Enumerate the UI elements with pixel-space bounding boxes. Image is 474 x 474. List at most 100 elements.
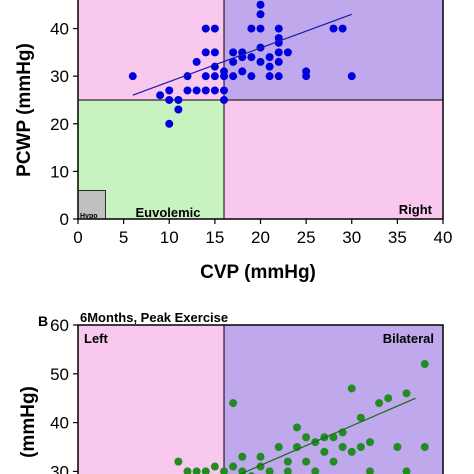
panel-b-point <box>393 443 402 451</box>
panel-a-x-tick-label: 10 <box>160 228 179 247</box>
panel-a-point <box>156 91 165 100</box>
panel-a-point <box>265 62 274 71</box>
panel-b-point <box>347 384 356 393</box>
panel-b-y-tick-label: 60 <box>50 316 69 335</box>
panel-a-region-label: Right <box>399 202 433 217</box>
panel-a-point <box>229 48 238 57</box>
panel-b-point <box>420 443 429 451</box>
panel-b-region-0 <box>78 325 224 474</box>
panel-a-x-tick-label: 0 <box>73 228 82 247</box>
panel-a-point <box>201 86 210 95</box>
panel-b-point <box>420 360 429 369</box>
panel-a-point <box>256 57 265 66</box>
panel-a-regions: Euvolemic Right Hypo <box>77 0 443 220</box>
panel-b-region-label: Bilateral <box>383 331 434 346</box>
panel-b-region-label: Left <box>84 331 109 346</box>
panel-a-point <box>220 95 228 104</box>
panel-a-point <box>183 86 192 95</box>
panel-b-point <box>375 399 384 408</box>
panel-a-point <box>283 48 292 57</box>
panel-b-point <box>256 452 265 461</box>
panel-b-point <box>283 467 292 474</box>
panel-a-point <box>274 48 283 57</box>
panel-a-point <box>347 72 356 81</box>
panel-b-title: 6Months, Peak Exercise <box>80 310 228 325</box>
panel-b-point <box>402 467 411 474</box>
panel-a-x-tick-label: 20 <box>251 228 270 247</box>
panel-b-point <box>384 394 393 403</box>
panel-a-region-4 <box>77 190 106 220</box>
panel-a-point <box>210 24 219 33</box>
panel-b-y-tick-label: 30 <box>50 462 69 474</box>
panel-a-point <box>256 0 265 9</box>
panel-a-trend-line <box>132 13 352 96</box>
panel-a-point <box>247 53 256 62</box>
panel-a-point <box>165 95 174 104</box>
panel-a-point <box>220 67 228 76</box>
panel-a-y-tick-label: 10 <box>50 162 69 181</box>
panel-b-point <box>338 443 347 451</box>
panel-a-point <box>238 67 247 76</box>
panel-a-point <box>201 24 210 33</box>
panel-b-point <box>201 467 210 474</box>
panel-b-y-tick-label: 40 <box>50 414 69 433</box>
panel-b-y-ticks: 30 40 50 60 <box>50 316 78 474</box>
panel-b-point <box>366 438 374 447</box>
panel-b-point <box>210 462 219 471</box>
panel-b-point <box>265 467 274 474</box>
panel-b-label: B <box>38 313 48 329</box>
panel-b-point <box>302 433 311 442</box>
panel-b-point <box>229 462 238 471</box>
panel-b-point <box>274 443 283 451</box>
panel-a-region-3 <box>224 99 443 219</box>
panel-a-x-tick-label: 15 <box>205 228 224 247</box>
panel-b-point <box>356 413 365 422</box>
panel-a-point <box>265 72 274 81</box>
panel-a-point <box>274 57 283 66</box>
panel-a-point <box>210 86 219 95</box>
panel-a-x-tick-label: 30 <box>342 228 361 247</box>
panel-a-point <box>201 48 210 57</box>
panel-b-point <box>320 447 329 456</box>
panel-a-point <box>220 86 228 95</box>
panel-b-regions: Left Bilateral <box>78 325 443 474</box>
panel-a-point <box>256 10 265 19</box>
panel-a-point <box>329 24 338 33</box>
panel-a-y-tick-label: 30 <box>50 67 69 86</box>
panel-a-y-tick-label: 20 <box>50 115 69 134</box>
panel-b-chart: B 6Months, Peak Exercise Left Bilateral 3… <box>18 310 444 474</box>
panel-a-x-ticks: 0 5 10 15 20 25 30 35 40 <box>73 219 452 247</box>
panel-a-region-label: Hypo <box>80 213 98 220</box>
panel-a-point <box>247 24 256 33</box>
panel-b-point <box>220 467 228 474</box>
panel-a-point <box>265 53 274 62</box>
panel-a-point <box>302 72 311 81</box>
panel-a-point <box>247 72 256 81</box>
panel-b-point <box>183 467 192 474</box>
panel-a-x-tick-label: 35 <box>388 228 407 247</box>
panel-b-y-tick-label: 50 <box>50 365 69 384</box>
panel-a-point <box>256 24 265 33</box>
panel-b-point <box>302 457 311 466</box>
panel-a-point <box>210 48 219 57</box>
panel-b-point <box>366 467 374 474</box>
panel-a-point <box>165 86 174 95</box>
panel-a-point <box>338 24 347 33</box>
panel-b-point <box>347 447 356 456</box>
panel-b-point <box>402 389 411 398</box>
panel-a-points <box>128 0 356 128</box>
panel-a-point <box>274 24 283 33</box>
panel-a-x-tick-label: 25 <box>297 228 316 247</box>
panel-b-region-1 <box>224 325 443 474</box>
panel-a-y-tick-label: 40 <box>50 20 69 39</box>
panel-a-region-0 <box>78 0 224 100</box>
panel-b-point <box>238 452 247 461</box>
panel-b-point <box>311 467 320 474</box>
panel-a-x-tick-label: 5 <box>119 228 128 247</box>
panel-a-y-ticks: 0 10 20 30 40 <box>50 20 78 229</box>
panel-a-x-tick-label: 40 <box>434 228 453 247</box>
panel-a-point <box>128 72 137 81</box>
panel-b-point <box>356 443 365 451</box>
panel-a-y-axis-label: PCWP (mmHg) <box>14 43 35 177</box>
